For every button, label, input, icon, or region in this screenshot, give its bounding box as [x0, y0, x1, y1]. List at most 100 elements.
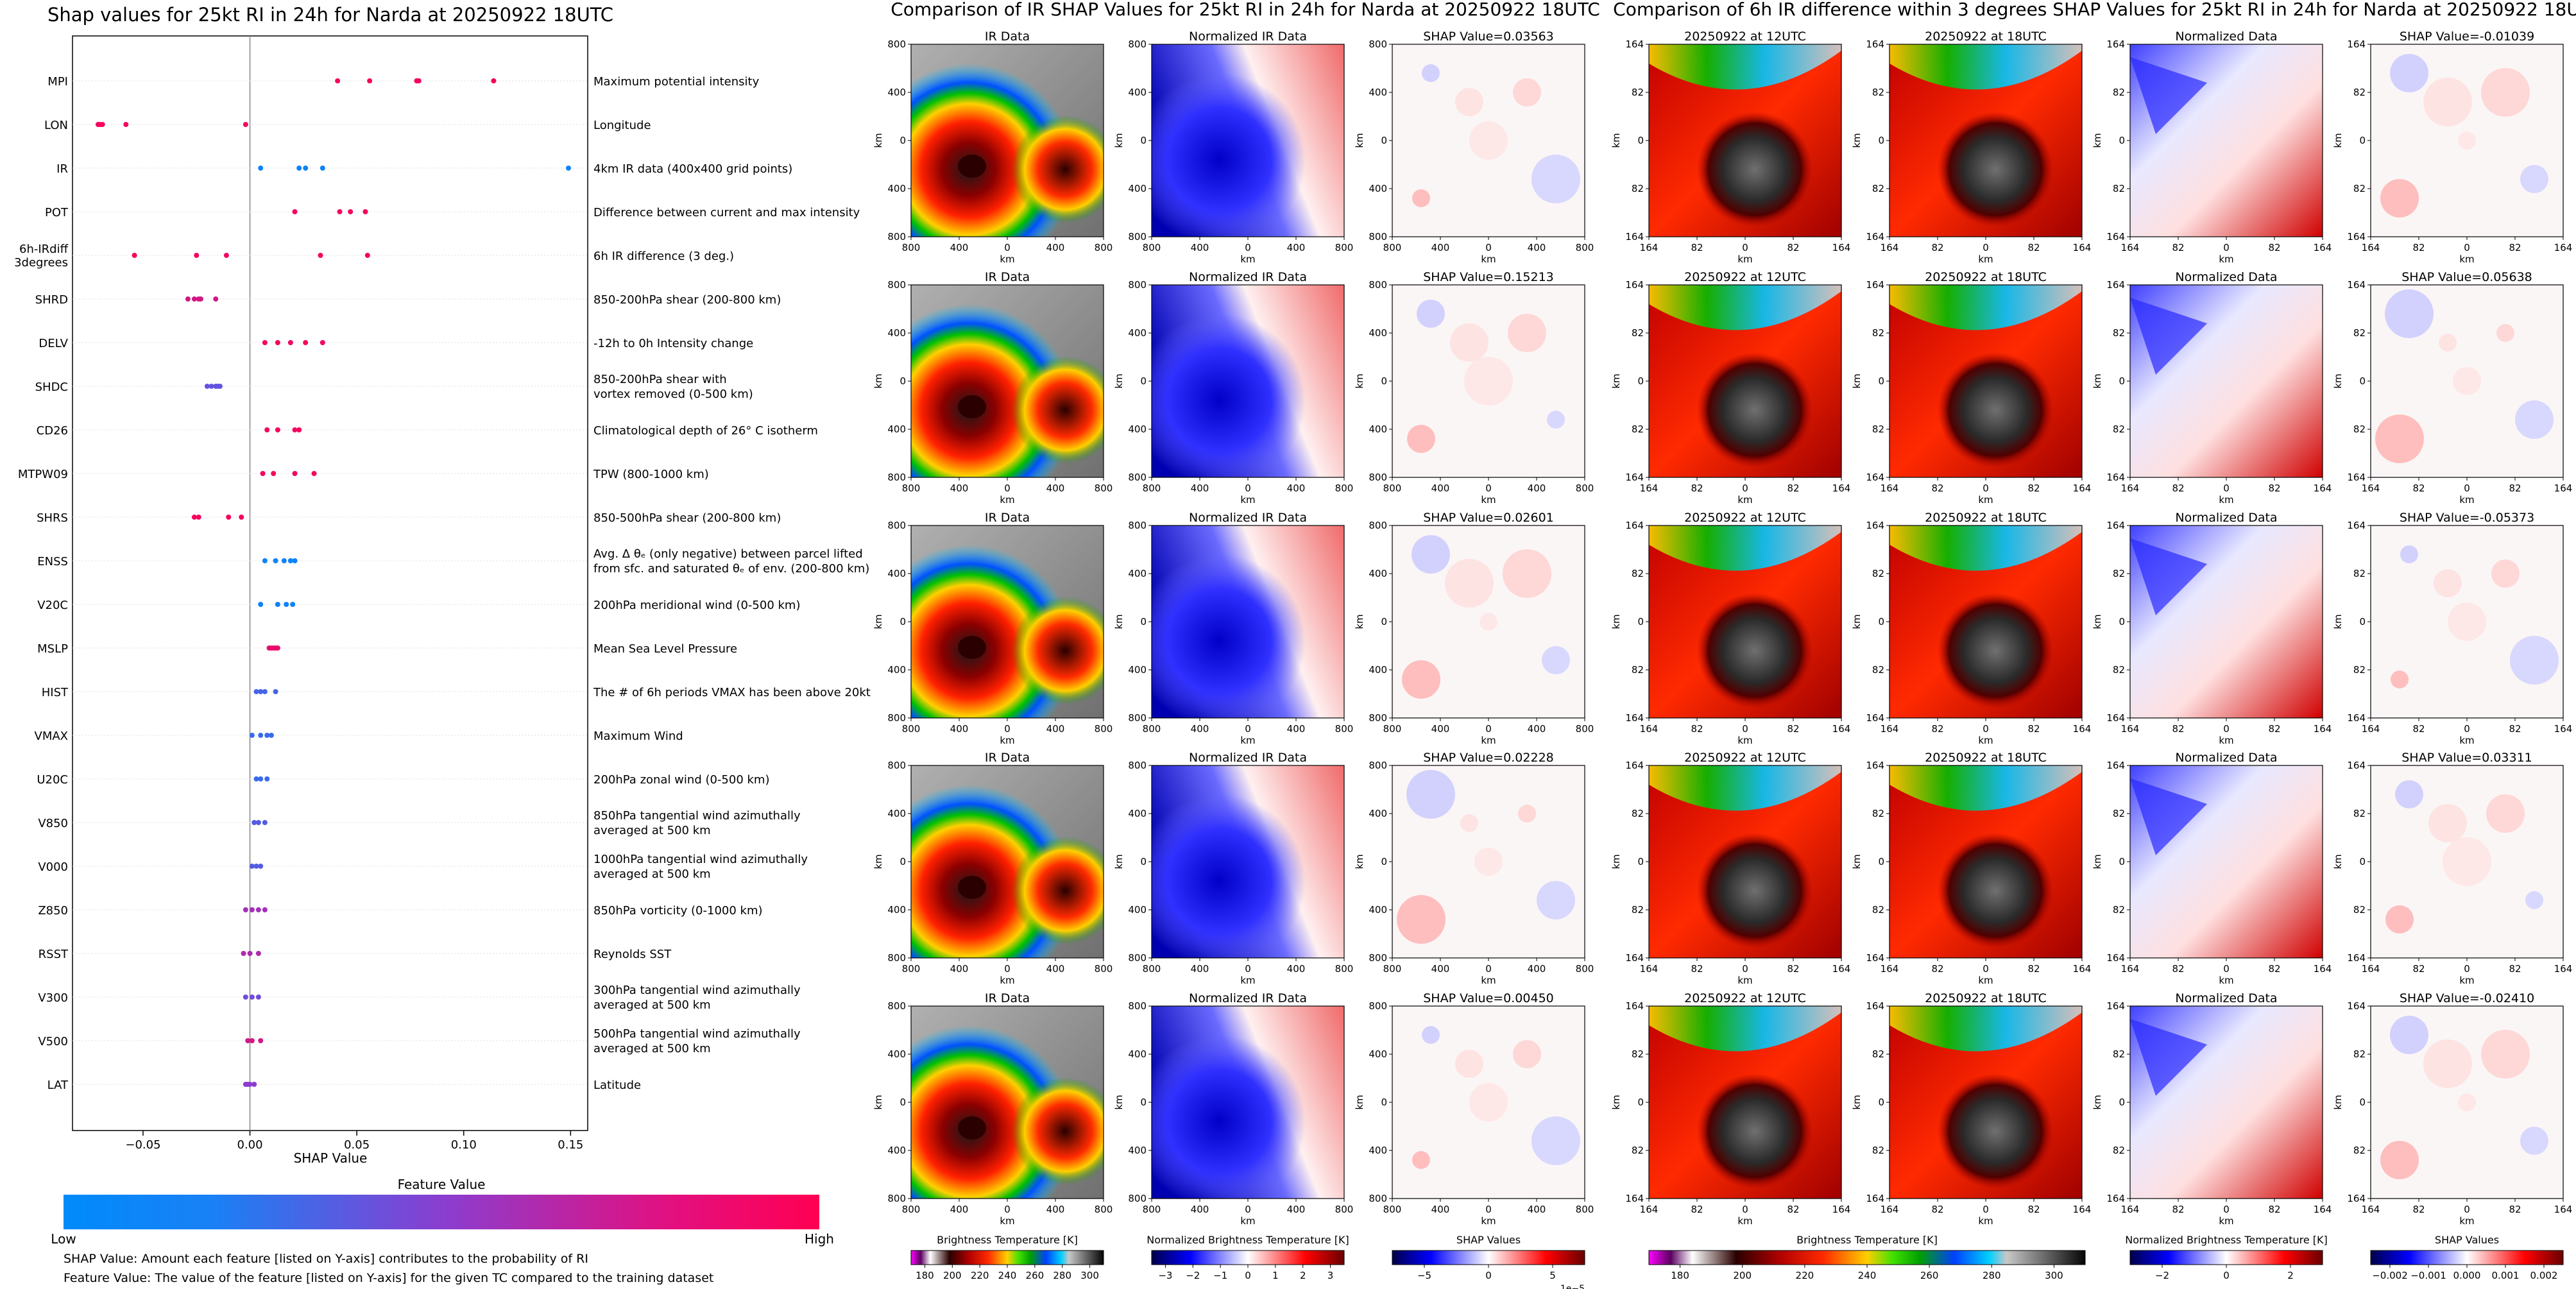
- x-tick-label: 164: [1881, 963, 1899, 975]
- subplot-title: 20250922 at 12UTC: [1684, 751, 1806, 765]
- x-tick-label: 82: [1691, 723, 1703, 735]
- x-tick-label: 164: [2314, 723, 2332, 735]
- subplot-title: SHAP Value=-0.01039: [2400, 30, 2534, 44]
- x-tick-label: 82: [2268, 723, 2280, 735]
- x-tick-label: 82: [1691, 242, 1703, 253]
- shap-point: [243, 907, 248, 912]
- y-tick-label: 800: [1369, 520, 1387, 531]
- x-tick-label: 164: [1881, 242, 1899, 253]
- feature-description: 200hPa zonal wind (0-500 km): [593, 773, 770, 787]
- feature-description: 850hPa tangential wind azimuthally: [593, 809, 801, 823]
- subplot-title: IR Data: [985, 270, 1030, 284]
- shap-point: [198, 296, 203, 302]
- shap-point: [273, 689, 278, 694]
- feature-row: Z850 850hPa vorticity (0-1000 km): [38, 904, 762, 918]
- y-tick-label: 164: [1866, 279, 1884, 291]
- x-tick-label: 82: [2172, 242, 2184, 253]
- x-tick-label: 82: [2412, 482, 2425, 494]
- colorbar-tick-label: 3: [1327, 1270, 1334, 1281]
- shap-title: Shap values for 25kt RI in 24h for Narda…: [47, 4, 613, 26]
- storm-cloud-field: [911, 44, 1104, 237]
- colorbar-gradient: [1392, 1250, 1585, 1265]
- x-tick-label: 164: [1832, 1204, 1851, 1215]
- y-tick-label: 400: [1128, 808, 1147, 819]
- feature-code-label: SHDC: [35, 380, 68, 394]
- colorbar-tick-label: 0: [1485, 1270, 1492, 1281]
- x-tick-label: 800: [1143, 1204, 1161, 1215]
- y-tick-label: 82: [1632, 904, 1644, 916]
- x-tick-label: 164: [2121, 242, 2140, 253]
- y-tick-label: 800: [1369, 1193, 1387, 1204]
- x-tick-label: 0: [2223, 723, 2230, 735]
- y-tick-label: 0: [1381, 135, 1387, 146]
- y-tick-label: 164: [2347, 712, 2366, 724]
- colorbar-tick-label: 2: [2287, 1270, 2294, 1281]
- subplot-title: SHAP Value=0.05638: [2401, 270, 2532, 284]
- shap-point: [264, 733, 270, 738]
- shap-point: [223, 253, 229, 258]
- shap-point: [252, 1082, 257, 1087]
- colorbar-gradient: [1648, 1250, 2086, 1265]
- colorbar: SHAP Values −0.002 −0.001 0.000 0.001 0.002: [2370, 1234, 2564, 1281]
- storm-eye-region: [1649, 1006, 1841, 1199]
- x-tick-label: 0: [1742, 723, 1748, 735]
- shap-point: [253, 689, 259, 694]
- x-tick-label: 800: [1576, 723, 1594, 735]
- y-tick-label: 800: [887, 472, 906, 483]
- y-tick-label: 0: [1637, 1097, 1644, 1108]
- colorbar-tick-label: 0.000: [2453, 1270, 2481, 1281]
- shap-map-blob: [1469, 1083, 1508, 1122]
- y-tick-label: 400: [1128, 87, 1147, 98]
- shap-note-1: SHAP Value: Amount each feature [listed …: [64, 1252, 588, 1266]
- shap-map-blob: [2510, 636, 2559, 685]
- colorbar-tick-label: 0: [1245, 1270, 1251, 1281]
- y-tick-label: 0: [1381, 375, 1387, 387]
- x-tick-label: 164: [2314, 482, 2332, 494]
- shap-map-blob: [1513, 78, 1541, 107]
- y-tick-label: 0: [1140, 135, 1147, 146]
- shap-point: [262, 820, 268, 825]
- y-tick-label: 82: [2353, 327, 2366, 339]
- y-axis-label: km: [873, 1095, 884, 1109]
- x-tick-label: 800: [1383, 963, 1402, 975]
- x-tick-label: 400: [1191, 963, 1209, 975]
- y-tick-label: 164: [1866, 231, 1884, 243]
- shap-point: [363, 209, 368, 214]
- x-tick-label: 0.05: [344, 1138, 370, 1152]
- colorbar-tick-label: 260: [1026, 1270, 1045, 1281]
- y-tick-label: 82: [1632, 327, 1644, 339]
- x-tick-label: 0: [1245, 723, 1251, 735]
- shap-point: [318, 253, 323, 258]
- y-tick-label: 0: [1878, 375, 1884, 387]
- shap-point: [275, 645, 280, 651]
- x-axis-label: km: [1481, 253, 1496, 265]
- feature-description: -12h to 0h Intensity change: [593, 337, 753, 350]
- ir-subplot: 80080040040000400400800800kmkmNormalized…: [1113, 270, 1353, 506]
- shap-point: [255, 820, 261, 825]
- y-tick-label: 164: [2347, 760, 2366, 771]
- y-tick-label: 164: [1866, 1000, 1884, 1012]
- x-tick-label: 164: [1640, 242, 1659, 253]
- y-axis-label: km: [1610, 854, 1622, 869]
- y-tick-label: 400: [887, 423, 906, 435]
- subplot-title: IR Data: [985, 991, 1030, 1005]
- x-tick-label: 164: [1881, 482, 1899, 494]
- shap-point: [416, 78, 422, 83]
- y-tick-label: 82: [2113, 87, 2125, 98]
- subplot-title: 20250922 at 12UTC: [1684, 270, 1806, 284]
- y-tick-label: 800: [1369, 38, 1387, 50]
- colorbar-tick-label: −5: [1417, 1270, 1431, 1281]
- shap-point: [491, 78, 497, 83]
- shap-point: [287, 340, 293, 345]
- x-tick-label: 82: [2027, 723, 2040, 735]
- y-tick-label: 82: [1632, 87, 1644, 98]
- y-tick-label: 82: [1872, 87, 1884, 98]
- shap-map-blob: [2439, 334, 2457, 352]
- shap-point: [243, 994, 248, 1000]
- feature-description: averaged at 500 km: [593, 998, 711, 1012]
